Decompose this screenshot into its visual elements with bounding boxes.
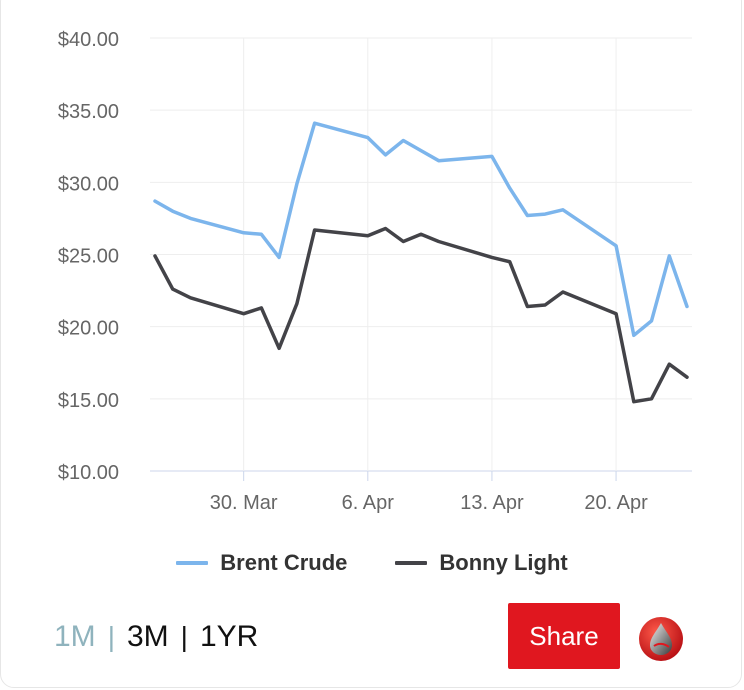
y-tick-label: $20.00 [58, 318, 119, 340]
legend-label-bonny-light: Bonny Light [439, 550, 568, 575]
y-tick-label: $40.00 [58, 29, 119, 51]
line-chart: $10.00 $15.00 $20.00 $25.00 $30.00 $35.00 $40.… [58, 29, 692, 514]
x-tick-label: 13. Apr [460, 492, 524, 514]
series-layer [153, 121, 689, 404]
legend-label-brent-crude: Brent Crude [220, 550, 348, 575]
x-tick-label: 30. Mar [210, 492, 278, 514]
share-button[interactable]: Share [508, 603, 620, 669]
series-line-bonny-light[interactable] [153, 226, 689, 404]
chart-legend: Brent Crude Bonny Light [0, 550, 744, 576]
series-line-brent-crude[interactable] [153, 121, 689, 338]
y-tick-label: $25.00 [58, 246, 119, 268]
y-tick-label: $10.00 [58, 462, 119, 484]
legend-swatch-brent-crude [176, 561, 209, 565]
axis-layer: $10.00 $15.00 $20.00 $25.00 $30.00 $35.00 $40.… [58, 29, 648, 514]
range-separator: | [107, 621, 115, 652]
x-tick-label: 20. Apr [584, 492, 648, 514]
oil-drop-logo-icon[interactable] [638, 616, 684, 662]
y-tick-label: $30.00 [58, 173, 119, 195]
y-tick-label: $15.00 [58, 390, 119, 412]
legend-item-brent-crude[interactable]: Brent Crude [176, 550, 347, 576]
range-1m-button[interactable]: 1M [54, 620, 96, 653]
x-tick-label: 6. Apr [342, 492, 395, 514]
range-3m-button[interactable]: 3M [126, 620, 169, 653]
range-separator: | [180, 621, 188, 652]
range-1yr-button[interactable]: 1YR [199, 620, 259, 653]
time-range-selector: 1M | 3M | 1YR [54, 620, 258, 654]
grid-layer [150, 37, 692, 472]
legend-swatch-bonny-light [395, 561, 428, 565]
legend-item-bonny-light[interactable]: Bonny Light [395, 550, 568, 576]
y-tick-label: $35.00 [58, 101, 119, 123]
